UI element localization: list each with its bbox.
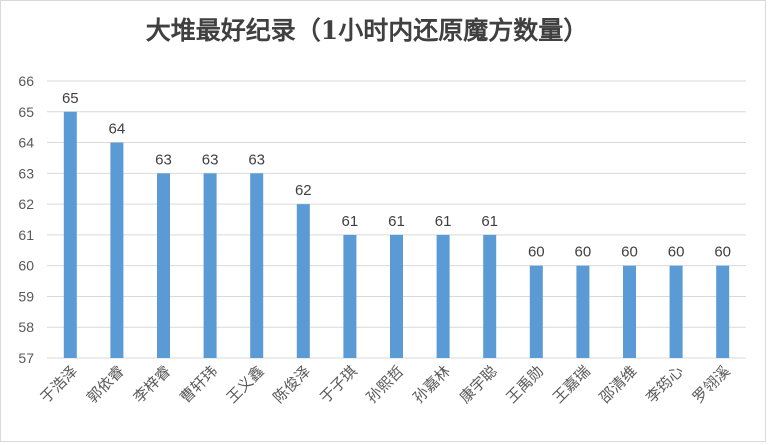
chart-title: 大堆最好纪录（1小时内还原魔方数量） xyxy=(146,16,588,45)
bar xyxy=(63,111,77,359)
data-label: 62 xyxy=(295,182,312,199)
data-label: 60 xyxy=(668,244,685,261)
y-tick-label: 63 xyxy=(18,165,34,181)
bar xyxy=(483,234,497,358)
data-label: 64 xyxy=(109,121,126,138)
y-axis-ticks: 57 58 59 60 61 62 63 64 65 66 xyxy=(18,73,34,366)
x-axis-ticks: 于浩泽 郭依睿 李梓睿 曹轩玮 王义鑫 陈俊泽 于子琪 孙熙哲 孙嘉林 康宇聪 王禹勋 王嘉瑞 邵清维李… xyxy=(37,362,734,407)
y-tick-label: 61 xyxy=(18,227,34,243)
y-tick-label: 60 xyxy=(18,258,34,274)
y-tick-label: 59 xyxy=(18,288,34,304)
data-label: 61 xyxy=(388,213,405,230)
bar xyxy=(110,142,124,358)
data-labels: 65 64 63 63 63 62 61 61 61 61 60 60 60 60 60 xyxy=(62,90,731,261)
y-tick-label: 57 xyxy=(18,350,34,366)
x-tick-label: 李梓睿 xyxy=(130,362,175,407)
x-tick-label: 王义鑫 xyxy=(223,362,268,407)
data-label: 63 xyxy=(202,151,219,168)
data-label: 60 xyxy=(621,244,638,261)
x-tick-label: 曹轩玮 xyxy=(176,362,221,407)
data-label: 61 xyxy=(342,213,359,230)
bar xyxy=(296,204,310,358)
x-tick-label: 王禹勋 xyxy=(503,362,548,407)
x-tick-label: 于浩泽 xyxy=(37,362,82,407)
x-tick-label: 罗翎溪 xyxy=(689,362,734,407)
bar xyxy=(436,234,450,358)
x-tick-label: 邵清维 xyxy=(596,362,641,407)
y-tick-label: 66 xyxy=(18,73,34,89)
x-tick-label: 孙熙哲 xyxy=(363,362,408,407)
bar xyxy=(716,265,730,358)
bars xyxy=(63,111,730,359)
x-tick-label: 康宇聪 xyxy=(456,362,501,407)
bar xyxy=(157,173,170,358)
data-label: 60 xyxy=(575,244,592,261)
bar xyxy=(390,234,403,358)
y-tick-label: 62 xyxy=(18,196,34,212)
data-label: 63 xyxy=(155,151,172,168)
data-label: 60 xyxy=(528,244,545,261)
bar xyxy=(203,173,217,358)
bar xyxy=(669,265,683,358)
x-tick-label: 陈俊泽 xyxy=(270,362,315,407)
bar xyxy=(623,265,636,358)
y-tick-label: 64 xyxy=(18,135,34,151)
data-label: 63 xyxy=(248,151,265,168)
data-label: 61 xyxy=(481,213,498,230)
data-label: 65 xyxy=(62,90,79,107)
bar xyxy=(250,173,264,358)
x-tick-label: 李筠心 xyxy=(642,362,687,407)
data-label: 60 xyxy=(714,244,731,261)
bar xyxy=(343,234,357,358)
bar xyxy=(576,265,590,358)
x-tick-label: 王嘉瑞 xyxy=(549,362,594,407)
bar xyxy=(529,265,543,358)
y-tick-label: 65 xyxy=(18,104,34,120)
x-tick-label: 郭依睿 xyxy=(83,362,128,407)
x-tick-label: 孙嘉林 xyxy=(409,362,454,407)
y-tick-label: 58 xyxy=(18,319,34,335)
data-label: 61 xyxy=(435,213,452,230)
x-tick-label: 于子琪 xyxy=(316,362,361,407)
